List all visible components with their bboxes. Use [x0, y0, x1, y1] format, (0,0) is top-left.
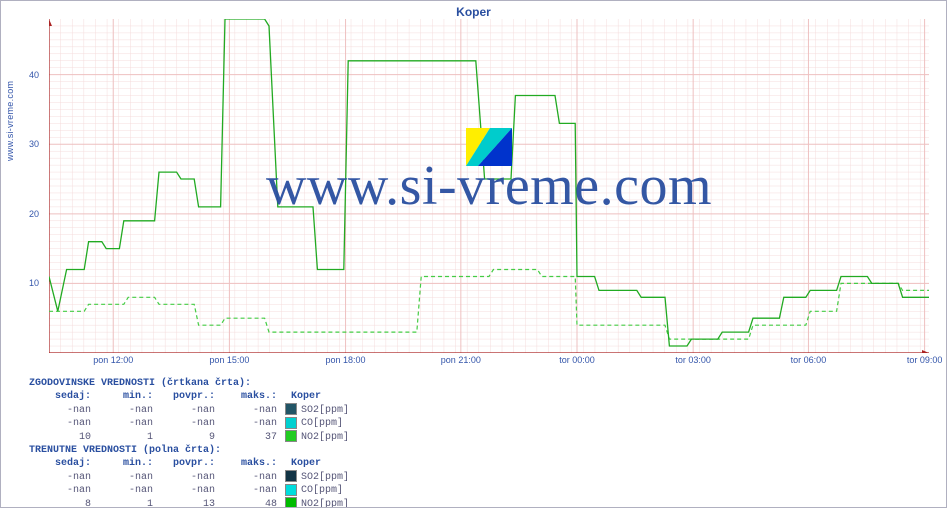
- xtick-label: tor 03:00: [663, 355, 723, 365]
- legend-swatch-icon: [285, 484, 297, 496]
- legend-section-header: ZGODOVINSKE VREDNOSTI (črtkana črta):: [29, 377, 353, 390]
- legend-swatch-icon: [285, 497, 297, 508]
- ytick-label: 20: [15, 209, 39, 219]
- xtick-label: tor 06:00: [778, 355, 838, 365]
- legend-row: -nan-nan-nan-nanSO2[ppm]: [29, 470, 353, 484]
- legend-block: ZGODOVINSKE VREDNOSTI (črtkana črta):sed…: [29, 377, 353, 508]
- plot-svg: [49, 19, 929, 353]
- legend-row: -nan-nan-nan-nanCO[ppm]: [29, 417, 353, 431]
- xtick-label: pon 12:00: [83, 355, 143, 365]
- legend-swatch-icon: [285, 417, 297, 429]
- minor-grid: [49, 19, 929, 353]
- vertical-source-label: www.si-vreme.com: [5, 81, 15, 161]
- legend-swatch-icon: [285, 403, 297, 415]
- legend-row: 101937NO2[ppm]: [29, 430, 353, 444]
- legend-row: -nan-nan-nan-nanSO2[ppm]: [29, 403, 353, 417]
- ytick-label: 40: [15, 70, 39, 80]
- xtick-label: tor 09:00: [895, 355, 947, 365]
- chart-title: Koper: [1, 5, 946, 19]
- series-current: [49, 19, 929, 346]
- legend-section-header: TRENUTNE VREDNOSTI (polna črta):: [29, 444, 353, 457]
- legend-row: 811348NO2[ppm]: [29, 497, 353, 508]
- ytick-label: 30: [15, 139, 39, 149]
- chart-frame: Koper www.si-vreme.com www.si-vreme.com …: [0, 0, 947, 508]
- xtick-label: pon 15:00: [199, 355, 259, 365]
- xtick-label: tor 00:00: [547, 355, 607, 365]
- legend-swatch-icon: [285, 470, 297, 482]
- xtick-label: pon 18:00: [316, 355, 376, 365]
- xtick-label: pon 21:00: [431, 355, 491, 365]
- legend-row: -nan-nan-nan-nanCO[ppm]: [29, 484, 353, 498]
- legend-swatch-icon: [285, 430, 297, 442]
- plot-area: www.si-vreme.com: [49, 19, 929, 353]
- ytick-label: 10: [15, 278, 39, 288]
